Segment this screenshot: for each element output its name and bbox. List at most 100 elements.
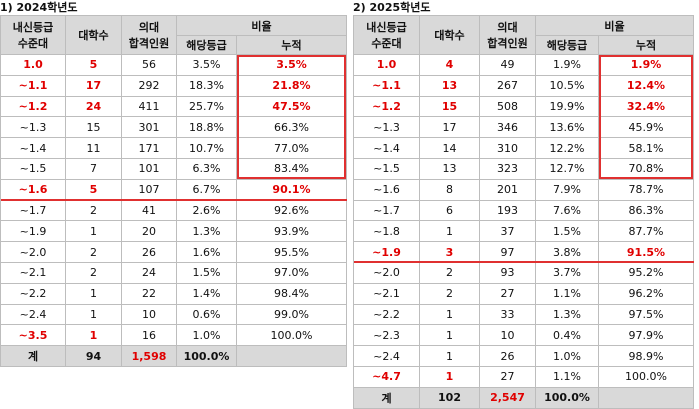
grade-cell: ~2.4 xyxy=(0,303,66,326)
header-grade: 내신등급 수준대 xyxy=(353,15,420,55)
table-row: ~1.6 8 201 7.9% 78.7% xyxy=(353,178,694,201)
grade-cell: ~3.5 xyxy=(0,324,66,347)
table-row: ~1.7 6 193 7.6% 86.3% xyxy=(353,199,694,222)
table-row: ~1.1 13 267 10.5% 12.4% xyxy=(353,74,694,97)
univ-count-cell: 6 xyxy=(419,199,480,222)
cumulative-cell: 96.2% xyxy=(598,282,694,305)
grade-cell: ~2.1 xyxy=(353,282,420,305)
ratio-cell: 12.7% xyxy=(535,157,599,180)
cumulative-cell: 78.7% xyxy=(598,178,694,201)
admits-cell: 24 xyxy=(121,261,177,284)
table-row: ~2.3 1 10 0.4% 97.9% xyxy=(353,324,694,347)
table-row: ~1.4 14 310 12.2% 58.1% xyxy=(353,137,694,159)
grade-cell: ~1.6 xyxy=(353,178,420,201)
admits-cell: 41 xyxy=(121,199,177,222)
admits-cell: 301 xyxy=(121,116,177,139)
table-row: ~2.1 2 24 1.5% 97.0% xyxy=(0,261,348,284)
cumulative-cell: 97.0% xyxy=(235,261,348,284)
table-row: ~1.9 3 97 3.8% 91.5% xyxy=(353,241,694,263)
cumulative-cell: 93.9% xyxy=(235,220,348,243)
header-ratio-grade: 해당등급 xyxy=(535,35,599,55)
header-univ-count: 대학수 xyxy=(419,15,480,55)
univ-count-cell: 1 xyxy=(419,303,480,326)
total-label: 계 xyxy=(0,345,66,367)
ratio-cell: 18.8% xyxy=(176,116,237,139)
admits-cell: 171 xyxy=(121,137,177,159)
ratio-cell: 1.1% xyxy=(535,282,599,305)
table-row: ~1.3 15 301 18.8% 66.3% xyxy=(0,116,348,139)
header-ratio-cum: 누적 xyxy=(598,35,694,55)
grade-cell: ~2.0 xyxy=(353,261,420,284)
univ-count-cell: 15 xyxy=(419,95,480,118)
admits-cell: 107 xyxy=(121,178,177,201)
admits-cell: 49 xyxy=(479,54,536,76)
table-row: 1.0 5 56 3.5% 3.5% xyxy=(0,54,348,76)
header-med-admits: 의대 합격인원 xyxy=(121,15,177,55)
cumulative-cell: 58.1% xyxy=(598,137,694,159)
grade-cell: ~1.5 xyxy=(353,157,420,180)
ratio-cell: 3.5% xyxy=(176,54,237,76)
admits-cell: 508 xyxy=(479,95,536,118)
cumulative-cell: 98.9% xyxy=(598,345,694,367)
admits-cell: 310 xyxy=(479,137,536,159)
table-row: ~1.5 13 323 12.7% 70.8% xyxy=(353,157,694,180)
univ-count-cell: 11 xyxy=(65,137,122,159)
cumulative-cell: 12.4% xyxy=(598,74,694,97)
header-ratio: 비율 xyxy=(175,15,348,36)
header-grade-line2: 수준대 xyxy=(371,37,402,50)
table-row: 1.0 4 49 1.9% 1.9% xyxy=(353,54,694,76)
grade-cell: ~1.7 xyxy=(0,199,66,222)
cumulative-cell: 77.0% xyxy=(235,137,348,159)
admits-cell: 101 xyxy=(121,157,177,180)
univ-count-cell: 1 xyxy=(65,220,122,243)
ratio-cell: 19.9% xyxy=(535,95,599,118)
cumulative-cell: 95.5% xyxy=(235,241,348,263)
admits-cell: 10 xyxy=(121,303,177,326)
admits-cell: 267 xyxy=(479,74,536,97)
table-row: ~2.4 1 26 1.0% 98.9% xyxy=(353,345,694,367)
cumulative-cell: 91.5% xyxy=(598,241,694,263)
ratio-cell: 1.3% xyxy=(535,303,599,326)
univ-count-cell: 15 xyxy=(65,116,122,139)
header-univ-count: 대학수 xyxy=(65,15,122,55)
grade-cell: 1.0 xyxy=(353,54,420,76)
grade-cell: ~2.2 xyxy=(353,303,420,326)
admits-cell: 97 xyxy=(479,241,536,263)
admits-cell: 201 xyxy=(479,178,536,201)
header-grade-line1: 내신등급 xyxy=(12,21,54,34)
grade-cell: ~2.2 xyxy=(0,282,66,305)
univ-count-cell: 8 xyxy=(419,178,480,201)
table-row: ~1.5 7 101 6.3% 83.4% xyxy=(0,157,348,180)
univ-count-cell: 4 xyxy=(419,54,480,76)
table-row: ~1.8 1 37 1.5% 87.7% xyxy=(353,220,694,243)
total-admits: 1,598 xyxy=(121,345,177,367)
total-row: 계 102 2,547 100.0% xyxy=(353,386,694,409)
ratio-cell: 10.7% xyxy=(176,137,237,159)
cumulative-cell: 32.4% xyxy=(598,95,694,118)
cumulative-cell: 21.8% xyxy=(235,74,348,97)
ratio-cell: 12.2% xyxy=(535,137,599,159)
ratio-cell: 1.4% xyxy=(176,282,237,305)
grade-cell: ~1.4 xyxy=(353,137,420,159)
table-row: ~1.2 15 508 19.9% 32.4% xyxy=(353,95,694,118)
ratio-cell: 3.8% xyxy=(535,241,599,263)
grade-cell: ~1.8 xyxy=(353,220,420,243)
cumulative-cell: 66.3% xyxy=(235,116,348,139)
ratio-cell: 7.6% xyxy=(535,199,599,222)
ratio-cell: 1.5% xyxy=(176,261,237,284)
ratio-cell: 1.1% xyxy=(535,365,599,388)
header-grade: 내신등급 수준대 xyxy=(0,15,66,55)
cumulative-cell: 97.9% xyxy=(598,324,694,347)
admits-cell: 193 xyxy=(479,199,536,222)
cumulative-cell: 90.1% xyxy=(235,178,348,201)
ratio-cell: 10.5% xyxy=(535,74,599,97)
cumulative-cell: 95.2% xyxy=(598,261,694,284)
grade-cell: ~1.6 xyxy=(0,178,66,201)
header-ratio-cum: 누적 xyxy=(235,35,348,55)
cumulative-cell: 98.4% xyxy=(235,282,348,305)
univ-count-cell: 1 xyxy=(419,220,480,243)
ratio-cell: 0.4% xyxy=(535,324,599,347)
grade-cell: ~2.0 xyxy=(0,241,66,263)
cumulative-cell: 99.0% xyxy=(235,303,348,326)
table-row: ~2.0 2 93 3.7% 95.2% xyxy=(353,261,694,284)
